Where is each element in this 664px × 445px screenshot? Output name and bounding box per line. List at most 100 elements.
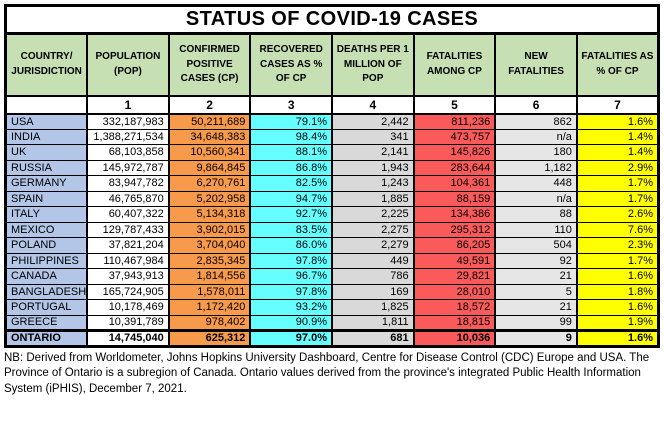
table-row-poland: POLAND 37,821,204 3,704,040 86.0% 2,279 86,20… [4,237,660,254]
header-cell-population: POPULATION (POP) [86,33,170,97]
cell-new_fatalities: 862 [494,113,578,130]
header-cell-new_fatalities: NEW FATALITIES [494,33,578,97]
header-cell-deaths_per_million: DEATHS PER 1 MILLION OF POP [331,33,415,97]
cell-recovered_pct: 92.7% [249,206,333,223]
cell-deaths_per_million: 1,885 [331,190,415,207]
cell-recovered_pct: 97.8% [249,252,333,269]
cell-confirmed: 5,134,318 [167,206,252,223]
cell-confirmed: 5,202,958 [167,190,252,207]
cell-fatality_pct: 2.9% [575,159,660,176]
cell-confirmed: 34,648,383 [167,128,252,145]
cell-new_fatalities: 9 [494,329,578,347]
cell-recovered_pct: 88.1% [249,144,333,161]
cell-deaths_per_million: 786 [331,268,415,285]
table-row-ontario: ONTARIO 14,745,040 625,312 97.0% 681 10,036 9 1… [4,329,660,347]
cell-deaths_per_million: 2,442 [331,113,415,130]
cell-fatality_pct: 1.8% [575,283,660,300]
table-title: STATUS OF COVID-19 CASES [4,5,660,35]
cell-population: 37,943,913 [86,268,170,285]
cell-new_fatalities: 92 [494,252,578,269]
cell-country: RUSSIA [4,159,89,176]
cell-country: ITALY [4,206,89,223]
cell-country: SPAIN [4,190,89,207]
cell-deaths_per_million: 449 [331,252,415,269]
cell-confirmed: 1,814,556 [167,268,252,285]
table-row-india: INDIA 1,388,271,534 34,648,383 98.4% 341 473,… [4,128,660,145]
cell-new_fatalities: 99 [494,314,578,331]
cell-fatality_pct: 1.6% [575,329,660,347]
cell-fatalities: 473,757 [412,128,497,145]
cell-deaths_per_million: 1,811 [331,314,415,331]
cell-population: 68,103,858 [86,144,170,161]
cell-country: UK [4,144,89,161]
table-row-italy: ITALY 60,407,322 5,134,318 92.7% 2,225 134,38… [4,206,660,223]
cell-country: GREECE [4,314,89,331]
cell-confirmed: 2,835,345 [167,252,252,269]
cell-fatalities: 29,821 [412,268,497,285]
cell-population: 165,724,905 [86,283,170,300]
cell-new_fatalities: 504 [494,237,578,254]
cell-fatality_pct: 2.6% [575,206,660,223]
table-row-philippines: PHILIPPINES 110,467,984 2,835,345 97.8% 449 4… [4,252,660,269]
cell-fatality_pct: 1.6% [575,299,660,316]
cell-fatalities: 295,312 [412,221,497,238]
cell-fatalities: 104,361 [412,175,497,192]
cell-recovered_pct: 79.1% [249,113,333,130]
cell-recovered_pct: 96.7% [249,268,333,285]
page: STATUS OF COVID-19 CASES COUNTRY/ JURISD… [0,4,664,445]
cell-confirmed: 1,578,011 [167,283,252,300]
cell-deaths_per_million: 1,825 [331,299,415,316]
cell-fatalities: 145,826 [412,144,497,161]
cell-new_fatalities: 1,182 [494,159,578,176]
cell-fatalities: 134,386 [412,206,497,223]
cell-deaths_per_million: 169 [331,283,415,300]
cell-fatalities: 811,236 [412,113,497,130]
header-cell-country: COUNTRY/ JURISDICTION [4,33,89,97]
cell-deaths_per_million: 1,943 [331,159,415,176]
table-row-germany: GERMANY 83,947,782 6,270,761 82.5% 1,243 104,… [4,175,660,192]
cell-fatality_pct: 1.7% [575,190,660,207]
table-row-spain: SPAIN 46,765,870 5,202,958 94.7% 1,885 88,159… [4,190,660,207]
cell-recovered_pct: 86.0% [249,237,333,254]
cell-recovered_pct: 97.0% [249,329,333,347]
table-row-bangladesh: BANGLADESH 165,724,905 1,578,011 97.8% 169 28… [4,283,660,300]
column-number-4: 4 [331,95,415,115]
cell-country: PORTUGAL [4,299,89,316]
cell-population: 332,187,983 [86,113,170,130]
cell-country: ONTARIO [4,329,89,347]
cell-fatalities: 86,205 [412,237,497,254]
cell-fatalities: 283,644 [412,159,497,176]
cell-fatality_pct: 1.7% [575,252,660,269]
cell-deaths_per_million: 2,225 [331,206,415,223]
cell-recovered_pct: 93.2% [249,299,333,316]
cell-fatality_pct: 1.7% [575,175,660,192]
cell-population: 129,787,433 [86,221,170,238]
cell-confirmed: 3,704,040 [167,237,252,254]
cell-population: 10,391,789 [86,314,170,331]
cell-country: GERMANY [4,175,89,192]
footer-note: NB: Derived from Worldometer, Johns Hopk… [4,351,650,395]
cell-fatalities: 18,572 [412,299,497,316]
cell-recovered_pct: 97.8% [249,283,333,300]
cell-population: 60,407,322 [86,206,170,223]
table-row-mexico: MEXICO 129,787,433 3,902,015 83.5% 2,275 295,… [4,221,660,238]
cell-new_fatalities: 180 [494,144,578,161]
cell-fatality_pct: 1.6% [575,268,660,285]
column-number-7: 7 [575,95,660,115]
title-row: STATUS OF COVID-19 CASES [4,5,660,35]
cell-new_fatalities: 88 [494,206,578,223]
cell-fatalities: 28,010 [412,283,497,300]
cell-confirmed: 50,211,689 [167,113,252,130]
cell-recovered_pct: 86.8% [249,159,333,176]
cell-fatalities: 49,591 [412,252,497,269]
cell-deaths_per_million: 2,141 [331,144,415,161]
cell-fatality_pct: 1.9% [575,314,660,331]
cell-population: 37,821,204 [86,237,170,254]
table-row-uk: UK 68,103,858 10,560,341 88.1% 2,141 145,826 1… [4,144,660,161]
cell-population: 14,745,040 [86,329,170,347]
cell-recovered_pct: 83.5% [249,221,333,238]
cell-new_fatalities: n/a [494,128,578,145]
cell-fatality_pct: 1.4% [575,144,660,161]
cell-deaths_per_million: 2,275 [331,221,415,238]
